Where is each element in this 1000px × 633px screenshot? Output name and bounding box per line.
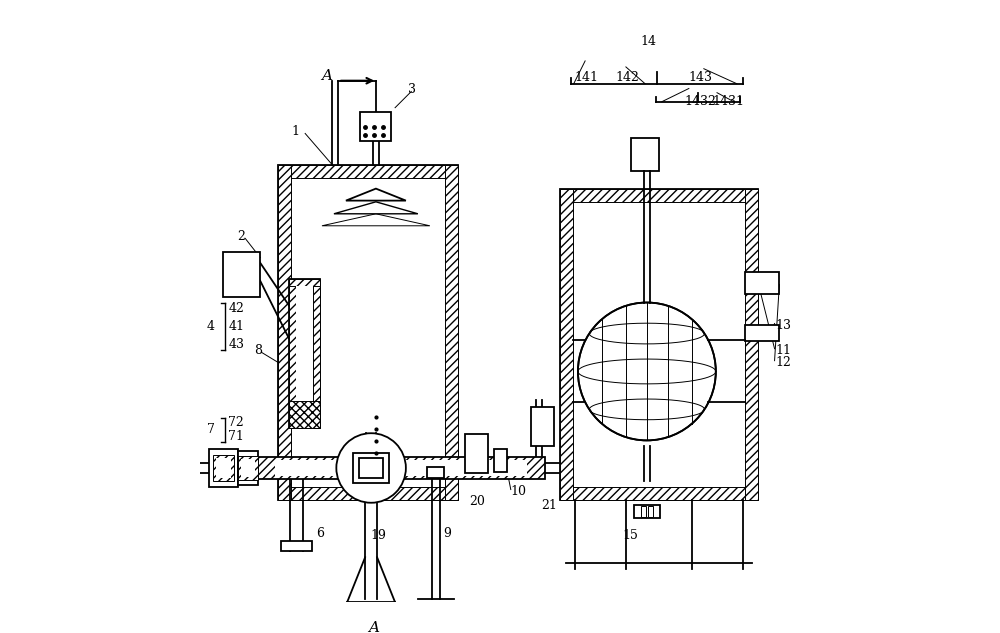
Bar xyxy=(573,202,745,487)
Bar xyxy=(275,460,527,477)
Text: 1: 1 xyxy=(291,125,299,138)
Text: 2: 2 xyxy=(237,230,245,243)
Bar xyxy=(289,279,320,429)
Bar xyxy=(281,541,312,551)
Bar xyxy=(216,458,231,477)
Bar xyxy=(278,165,458,178)
Bar xyxy=(427,467,444,478)
Bar xyxy=(289,279,320,285)
Text: 1431: 1431 xyxy=(713,95,745,108)
Text: 21: 21 xyxy=(541,499,557,511)
Bar xyxy=(494,449,507,472)
Text: 141: 141 xyxy=(574,72,598,84)
Text: A: A xyxy=(369,621,380,633)
Text: 143: 143 xyxy=(688,72,712,84)
Text: A: A xyxy=(321,69,332,83)
Bar xyxy=(238,456,258,480)
Bar xyxy=(745,189,758,500)
Text: 1432: 1432 xyxy=(685,95,717,108)
Text: 13: 13 xyxy=(776,319,792,332)
Bar xyxy=(278,165,291,500)
Bar xyxy=(238,451,258,485)
Bar xyxy=(353,453,389,483)
Text: 142: 142 xyxy=(616,72,640,84)
Bar xyxy=(278,487,458,500)
Text: 3: 3 xyxy=(408,83,416,96)
Bar xyxy=(560,487,758,500)
Text: 43: 43 xyxy=(228,338,244,351)
Bar xyxy=(289,401,320,429)
Bar xyxy=(289,279,296,429)
Bar xyxy=(631,137,659,171)
Text: 9: 9 xyxy=(444,527,452,540)
Circle shape xyxy=(578,303,716,441)
Bar xyxy=(531,408,554,446)
Bar xyxy=(560,189,758,202)
Text: 20: 20 xyxy=(469,495,485,508)
Text: 15: 15 xyxy=(623,529,639,542)
Bar xyxy=(223,251,260,296)
Bar xyxy=(641,506,646,517)
Bar xyxy=(745,272,779,294)
Bar xyxy=(257,456,545,479)
Text: 4: 4 xyxy=(206,320,214,333)
Bar xyxy=(634,505,660,518)
Bar xyxy=(291,178,445,487)
Circle shape xyxy=(336,433,406,503)
Text: 19: 19 xyxy=(371,529,386,542)
Bar xyxy=(560,189,573,500)
Bar xyxy=(359,458,383,477)
Text: 42: 42 xyxy=(228,302,244,315)
Bar xyxy=(313,279,320,429)
Bar xyxy=(296,285,313,401)
Bar xyxy=(213,454,234,481)
Polygon shape xyxy=(322,214,430,226)
Text: 12: 12 xyxy=(776,356,792,369)
Polygon shape xyxy=(346,189,406,201)
Bar xyxy=(209,449,238,487)
Text: 71: 71 xyxy=(228,430,244,443)
Bar xyxy=(745,325,779,341)
Text: 11: 11 xyxy=(776,344,792,357)
Text: 8: 8 xyxy=(254,344,262,357)
Text: 41: 41 xyxy=(228,320,244,333)
Bar xyxy=(465,434,488,473)
Bar xyxy=(560,189,758,500)
Bar xyxy=(278,165,458,500)
Text: 10: 10 xyxy=(511,485,527,498)
Text: 7: 7 xyxy=(207,423,214,436)
Bar xyxy=(648,506,653,517)
Bar xyxy=(360,112,391,141)
Polygon shape xyxy=(334,202,418,214)
Text: 72: 72 xyxy=(228,416,244,429)
Text: 14: 14 xyxy=(641,35,657,48)
Text: 6: 6 xyxy=(316,527,324,540)
Bar xyxy=(445,165,458,500)
Bar xyxy=(241,459,255,477)
